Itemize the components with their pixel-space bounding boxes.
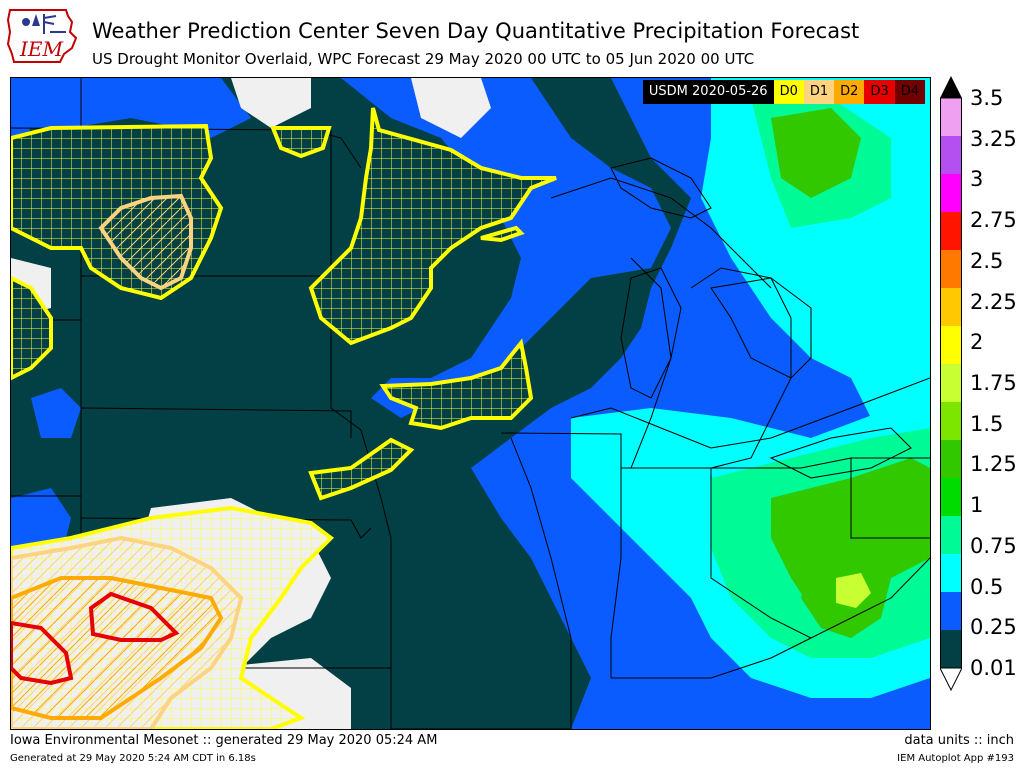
footer-generated: Iowa Environmental Mesonet :: generated …	[10, 733, 438, 748]
colorbar-segment	[940, 174, 962, 212]
colorbar-tick-label: 1	[970, 493, 984, 518]
colorbar-tick-label: 3.25	[970, 126, 1017, 151]
colorbar-tick-label: 1.75	[970, 371, 1017, 395]
colorbar-tick-label: 3	[970, 167, 984, 192]
colorbar-segment	[940, 402, 962, 440]
precip-025-west-spot	[31, 388, 81, 438]
colorbar-segment	[940, 440, 962, 478]
usdm-d3-label: D3	[864, 80, 895, 104]
colorbar-tick-label: 2.75	[970, 208, 1017, 233]
usdm-d0-label: D0	[773, 80, 804, 104]
usdm-d4-label: D4	[894, 80, 925, 104]
colorbar-segment	[940, 592, 962, 630]
drought-d0-minnesota-tip	[480, 225, 525, 243]
colorbar-segment	[940, 326, 962, 364]
drought-d1-northwest	[98, 193, 193, 291]
iem-logo-text: IEM	[19, 37, 64, 61]
drought-d2-areas	[11, 576, 224, 720]
colorbar-tick-label: 0.75	[970, 533, 1017, 558]
colorbar-segment	[940, 554, 962, 592]
precip-1-north	[771, 108, 861, 198]
page-subtitle: US Drought Monitor Overlaid, WPC Forecas…	[92, 50, 755, 68]
colorbar-tick-label: 0.25	[970, 615, 1017, 640]
colorbar-segment	[940, 516, 962, 554]
colorbar-segment	[940, 478, 962, 516]
colorbar-tick-label: 0.01	[970, 656, 1017, 680]
colorbar-tick-label: 1.25	[970, 452, 1017, 477]
colorbar-tick-label: 2.25	[970, 289, 1017, 314]
header: IEM Weather Prediction Center Seven Day …	[0, 0, 1024, 76]
drought-d3-main	[88, 591, 180, 642]
drought-d0-minnesota	[308, 107, 557, 346]
colorbar-segment	[940, 250, 962, 288]
colorbar-upper-arrow	[940, 76, 962, 98]
colorbar-segment	[940, 630, 962, 668]
precip-175-spot	[836, 573, 871, 608]
precip-025-north-central	[341, 78, 671, 418]
drought-d0-west-lobe	[11, 275, 53, 381]
drought-d0-north-small	[270, 126, 332, 159]
colorbar-tick-label: 2	[970, 330, 984, 355]
precip-025-northwest	[11, 78, 251, 158]
usdm-d2-label: D2	[834, 80, 865, 104]
usdm-d1-label: D1	[803, 80, 835, 104]
drought-d2-south	[11, 576, 224, 720]
colorbar-segment	[940, 136, 962, 174]
precip-colorbar	[939, 76, 963, 692]
drought-d0-iowa	[308, 437, 415, 501]
footer-data-units: data units :: inch	[904, 733, 1014, 748]
no-precip-north-2	[411, 78, 491, 138]
page-title: Weather Prediction Center Seven Day Quan…	[92, 19, 860, 43]
forecast-map[interactable]: USDM 2020-05-26 D0 D1 D2 D3 D4	[10, 77, 931, 730]
iem-logo[interactable]: IEM	[6, 4, 84, 68]
colorbar-tick-label: 1.5	[970, 411, 1004, 436]
drought-d3-areas	[11, 591, 180, 686]
usdm-date-label: USDM 2020-05-26	[642, 80, 774, 104]
colorbar-tick-label: 3.5	[970, 86, 1004, 110]
colorbar-segment	[940, 98, 962, 136]
great-lakes	[610, 157, 912, 479]
drought-d0-wisconsin	[379, 338, 534, 431]
no-precip-north-1	[231, 78, 311, 128]
footer-app-id: IEM Autoplot App #193	[897, 753, 1014, 764]
colorbar-segment	[940, 364, 962, 402]
colorbar-tick-label: 0.5	[970, 574, 1004, 599]
colorbar-segment	[940, 288, 962, 326]
drought-d3-west	[11, 620, 74, 686]
colorbar-lower-arrow	[939, 667, 963, 692]
usdm-legend: USDM 2020-05-26 D0 D1 D2 D3 D4	[642, 80, 925, 104]
colorbar-segment	[940, 212, 962, 250]
colorbar-tick-label: 2.5	[970, 248, 1004, 273]
footer-generated-time: Generated at 29 May 2020 5:24 AM CDT in …	[10, 753, 256, 764]
